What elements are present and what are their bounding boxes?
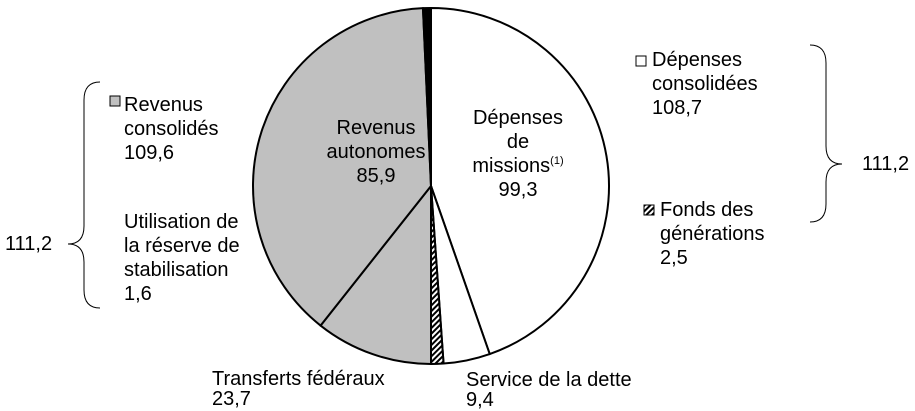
value-label: 99,3 [498,179,538,201]
value-label: 9,4 [466,389,494,411]
group-label: Dépenses consolidées 108,7 [652,48,767,120]
slice-label: Transferts fédéraux 23,7 [212,369,385,409]
category-label: Dépenses de missions [472,107,564,177]
group-name: Revenus consolidés [124,94,219,140]
group-total: 111,2 [862,153,910,175]
pie-slice [319,185,432,365]
pie-slice [421,7,432,187]
pie-slice [430,7,610,356]
value-label: 23,7 [212,388,251,410]
slice-label: Fonds des générations 2,5 [660,198,780,270]
brace [67,81,101,309]
legend-icon [109,95,121,107]
category-label: Transferts fédéraux [212,368,385,390]
legend-icon [643,204,655,216]
legend-icon [635,55,647,67]
category-label: Utilisation de la réserve de stabilisati… [124,211,240,281]
group-value: 109,6 [124,142,175,164]
category-label: Service de la dette [466,369,632,391]
group-value: 108,7 [652,97,703,119]
footnote-mark: (1) [550,155,564,167]
slice-label: Revenus autonomes 85,9 [321,116,431,188]
slice-label: Dépenses de missions(1) 99,3 [468,106,568,202]
pie-slice [252,7,432,327]
group-total: 111,2 [5,233,53,255]
category-label: Fonds des générations [660,199,765,245]
group-label: Revenus consolidés 109,6 [124,93,234,165]
value-label: 85,9 [356,165,396,187]
value-label: 1,6 [124,283,152,305]
value-label: 2,5 [660,247,688,269]
category-label: Revenus autonomes [326,117,426,163]
slice-label: Utilisation de la réserve de stabilisati… [124,210,252,306]
group-name: Dépenses consolidées [652,49,758,95]
brace [809,44,843,223]
slice-label: Service de la dette 9,4 [466,370,632,410]
